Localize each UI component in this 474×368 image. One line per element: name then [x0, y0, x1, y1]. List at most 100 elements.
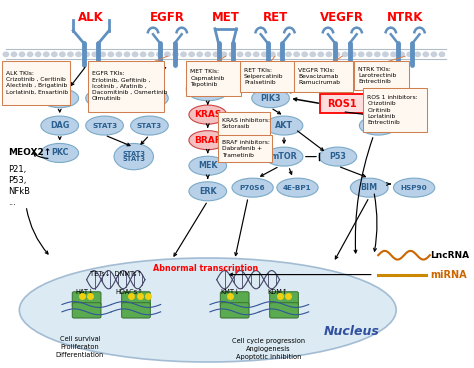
FancyBboxPatch shape: [122, 303, 150, 318]
Ellipse shape: [86, 116, 123, 135]
Text: P70S6: P70S6: [240, 185, 265, 191]
FancyBboxPatch shape: [122, 292, 150, 307]
Circle shape: [11, 52, 17, 57]
Text: VEGFR TKIs:
Bevacizumab
Ramucirumab: VEGFR TKIs: Bevacizumab Ramucirumab: [298, 68, 340, 85]
Circle shape: [189, 52, 194, 57]
Circle shape: [350, 52, 356, 57]
Text: STAT3: STAT3: [92, 123, 117, 128]
Text: PIK3: PIK3: [260, 94, 281, 103]
Circle shape: [116, 52, 122, 57]
Text: PLCγ: PLCγ: [48, 94, 71, 103]
Text: PITN: PITN: [237, 121, 259, 130]
Text: HAT↓: HAT↓: [75, 289, 94, 295]
Ellipse shape: [131, 116, 168, 135]
FancyBboxPatch shape: [320, 94, 365, 113]
Text: ROS1: ROS1: [328, 99, 357, 109]
Ellipse shape: [186, 77, 229, 101]
Ellipse shape: [189, 131, 227, 150]
Text: RET TKIs:
Selpercatinib
Pralsetinib: RET TKIs: Selpercatinib Pralsetinib: [244, 68, 283, 85]
Circle shape: [302, 52, 307, 57]
Text: Src: Src: [97, 94, 112, 103]
Text: ERK: ERK: [199, 187, 217, 196]
Ellipse shape: [393, 178, 435, 197]
Circle shape: [374, 52, 380, 57]
Ellipse shape: [359, 116, 397, 135]
Circle shape: [383, 52, 388, 57]
FancyBboxPatch shape: [218, 135, 272, 162]
Ellipse shape: [41, 89, 79, 108]
Text: MET: MET: [212, 11, 240, 24]
Text: MEK: MEK: [198, 161, 218, 170]
Ellipse shape: [41, 116, 79, 135]
Text: BRAF: BRAF: [194, 136, 221, 145]
Circle shape: [3, 52, 9, 57]
Text: Abnormal transcription: Abnormal transcription: [153, 264, 258, 273]
Ellipse shape: [277, 178, 318, 197]
Circle shape: [148, 52, 154, 57]
Circle shape: [246, 52, 251, 57]
Circle shape: [366, 52, 372, 57]
Circle shape: [286, 52, 291, 57]
Ellipse shape: [189, 105, 227, 124]
Ellipse shape: [19, 258, 396, 362]
Text: mTOR: mTOR: [271, 152, 297, 161]
Circle shape: [326, 52, 332, 57]
Circle shape: [84, 52, 89, 57]
Text: ...: ...: [8, 198, 16, 207]
Circle shape: [197, 52, 202, 57]
Ellipse shape: [229, 116, 267, 135]
Text: ALK: ALK: [78, 11, 104, 24]
Text: STAT3
STAT3: STAT3 STAT3: [122, 151, 145, 162]
Circle shape: [213, 52, 219, 57]
Circle shape: [270, 52, 275, 57]
Text: ROS 1 inhibitors:
Crizotinib
Ciritinib
Lorlatinib
Entrectinib: ROS 1 inhibitors: Crizotinib Ciritinib L…: [367, 95, 418, 125]
Circle shape: [278, 52, 283, 57]
Circle shape: [431, 52, 437, 57]
Text: P53: P53: [329, 152, 346, 161]
Circle shape: [254, 52, 259, 57]
Circle shape: [36, 52, 41, 57]
Circle shape: [181, 52, 186, 57]
Text: PKC: PKC: [51, 148, 68, 158]
FancyBboxPatch shape: [294, 61, 353, 92]
Text: NTRK TKIs:
Larotrectinib
Entrectinib: NTRK TKIs: Larotrectinib Entrectinib: [358, 67, 397, 84]
FancyBboxPatch shape: [240, 61, 294, 92]
Ellipse shape: [319, 147, 357, 166]
FancyBboxPatch shape: [186, 61, 240, 96]
FancyBboxPatch shape: [72, 303, 101, 318]
Ellipse shape: [114, 144, 154, 170]
Text: AKT: AKT: [275, 121, 293, 130]
Circle shape: [205, 52, 210, 57]
Circle shape: [391, 52, 396, 57]
Text: P21,: P21,: [8, 165, 27, 174]
Circle shape: [76, 52, 81, 57]
Circle shape: [108, 52, 114, 57]
Text: miRNA: miRNA: [430, 270, 466, 280]
Circle shape: [334, 52, 340, 57]
Circle shape: [173, 52, 178, 57]
Text: NTRK: NTRK: [387, 11, 423, 24]
Ellipse shape: [189, 182, 227, 201]
Ellipse shape: [350, 178, 388, 197]
Circle shape: [221, 52, 227, 57]
Circle shape: [423, 52, 428, 57]
FancyBboxPatch shape: [2, 61, 70, 105]
Text: HSP90: HSP90: [401, 185, 428, 191]
Circle shape: [60, 52, 65, 57]
Text: DAG: DAG: [50, 121, 69, 130]
Ellipse shape: [265, 147, 303, 166]
Circle shape: [68, 52, 73, 57]
Circle shape: [19, 52, 25, 57]
FancyBboxPatch shape: [270, 303, 298, 318]
Circle shape: [399, 52, 404, 57]
FancyBboxPatch shape: [218, 112, 270, 135]
Ellipse shape: [232, 178, 273, 197]
Text: P53,: P53,: [8, 176, 27, 185]
Circle shape: [132, 52, 138, 57]
Ellipse shape: [189, 156, 227, 175]
Circle shape: [52, 52, 57, 57]
Text: KRAS inhibitors:
Sotorasib: KRAS inhibitors: Sotorasib: [222, 118, 270, 129]
Text: EGFR TKIs:
Erlotinib, Gefitinib ,
lcotinib , Afatinib ,
Dacomitinib , Osmertinib: EGFR TKIs: Erlotinib, Gefitinib , lcotin…: [91, 71, 167, 101]
Text: NFkB: NFkB: [8, 187, 30, 196]
Text: Cell cycle progression
Angiogenesis
Apoptotic inhibition: Cell cycle progression Angiogenesis Apop…: [232, 338, 305, 360]
